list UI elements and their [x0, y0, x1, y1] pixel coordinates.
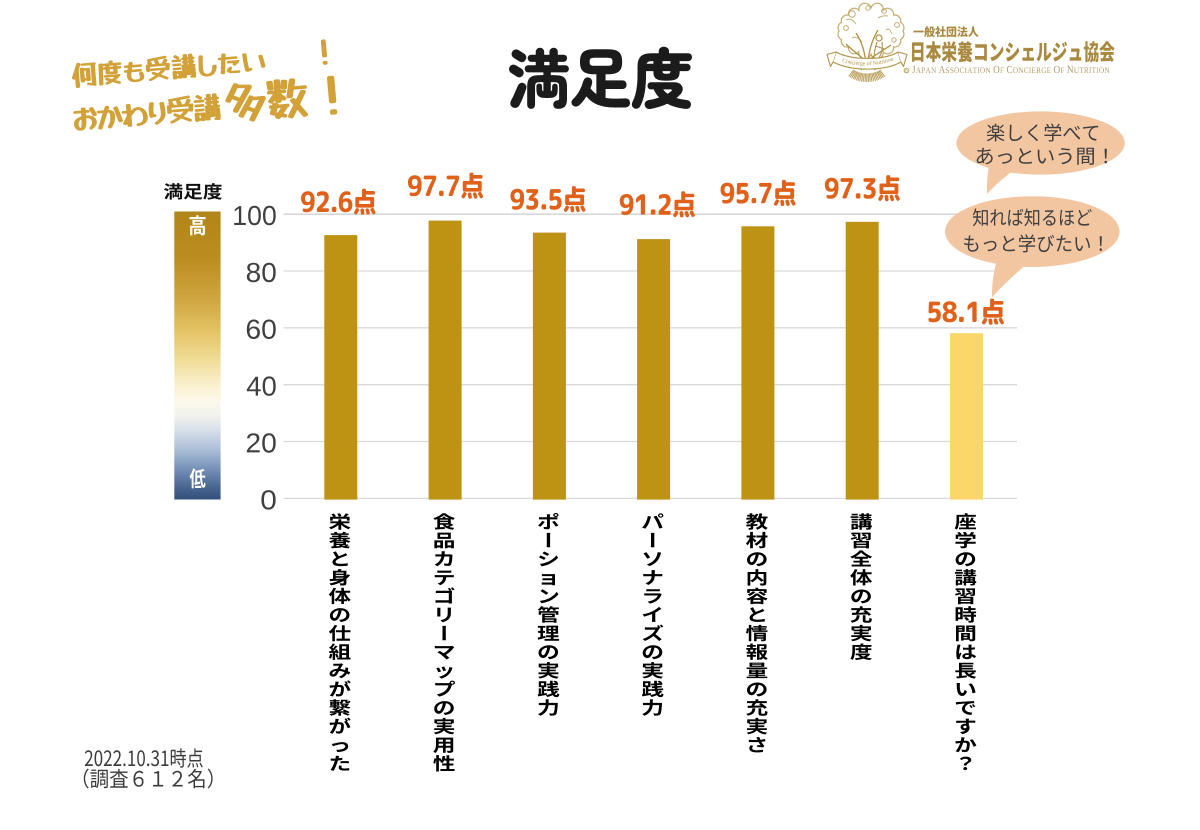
svg-text:Concierge of Nutrition: Concierge of Nutrition — [841, 56, 894, 67]
svg-text:R: R — [905, 68, 908, 73]
